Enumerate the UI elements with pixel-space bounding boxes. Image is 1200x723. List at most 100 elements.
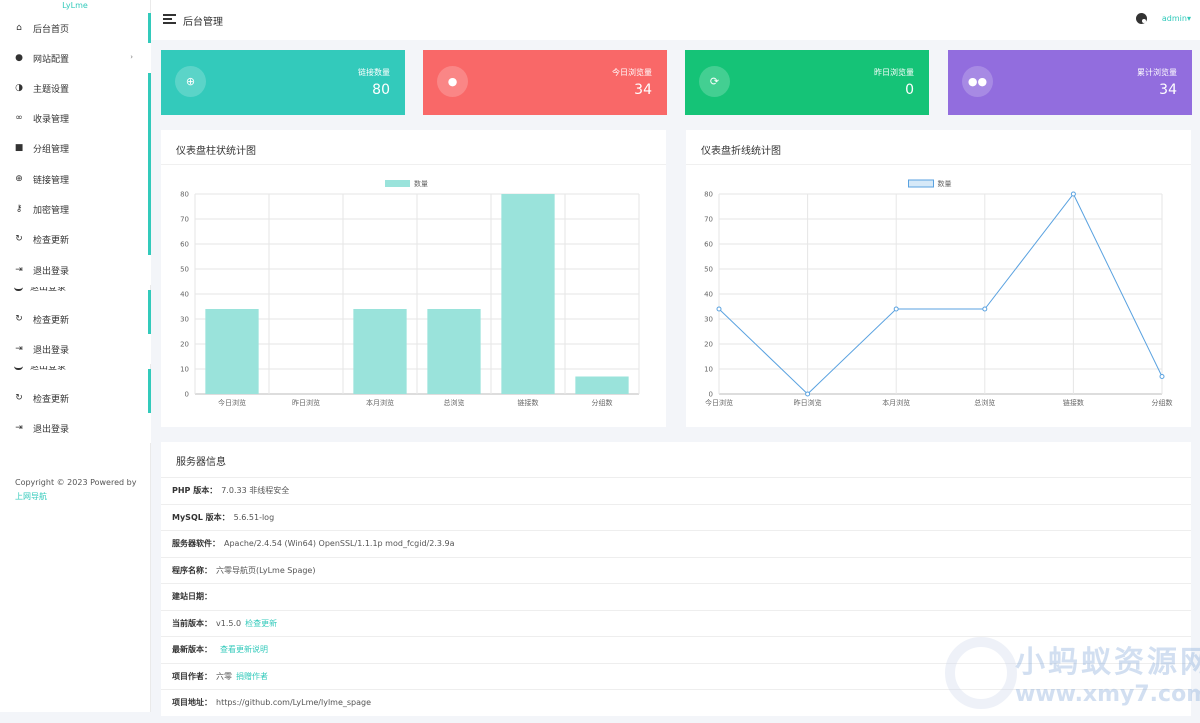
- globe-icon: ⊕: [15, 174, 23, 184]
- line-chart-panel: 仪表盘折线统计图 0 10 20 30 40 50 60 70 80 今日浏览 昨日浏览 本月浏览 总浏…: [686, 130, 1191, 427]
- users-icon: ●●: [962, 66, 993, 97]
- sidebar-item-label: 退出登录: [33, 345, 70, 356]
- active-indicator: [148, 13, 151, 43]
- info-link[interactable]: 查看更新说明: [220, 645, 268, 654]
- x-tick-label: 链接数: [1063, 398, 1084, 407]
- series-line: [718, 193, 1163, 395]
- logout-icon: ⇥: [15, 265, 23, 275]
- y-tick-label: 0: [709, 391, 713, 399]
- page-title: 后台管理: [183, 17, 223, 28]
- x-tick-label: 总浏览: [974, 398, 995, 407]
- logout-icon: ⇥: [15, 344, 23, 354]
- data-point: [1159, 374, 1165, 379]
- ghost-menu-label: 退出登录: [30, 366, 67, 372]
- y-tick-label: 10: [180, 366, 189, 374]
- info-key: MySQL 版本：: [172, 512, 230, 522]
- sidebar-item-check-update[interactable]: ↻ 检查更新: [0, 224, 151, 254]
- y-tick-label: 60: [704, 241, 713, 249]
- y-tick-label: 40: [180, 291, 189, 299]
- refresh-icon: ↻: [15, 393, 23, 403]
- chevron-right-icon: ›: [130, 53, 133, 61]
- menu-toggle-icon[interactable]: [163, 14, 176, 24]
- brand-logo[interactable]: LyLme: [62, 1, 88, 10]
- info-value: https://github.com/LyLme/lylme_spage: [216, 698, 372, 707]
- sidebar-item-check-update-dup[interactable]: ↻ 检查更新: [0, 304, 151, 334]
- copyright-link[interactable]: 上网导航: [15, 492, 47, 501]
- data-point: [982, 306, 988, 312]
- legend-swatch: [908, 179, 934, 188]
- top-header: 后台管理 admin▾: [151, 0, 1200, 40]
- panel-title: 服务器信息: [176, 457, 226, 468]
- sidebar-item-links[interactable]: ⊕ 链接管理: [0, 164, 151, 194]
- sidebar: LyLme ⌂ 后台首页 ● 网站配置 › ◑ 主题设置 ∞ 收录管理 ■ 分组…: [0, 0, 151, 723]
- info-link[interactable]: 捐赠作者: [236, 671, 268, 681]
- legend-swatch: [385, 180, 410, 187]
- sidebar-item-logout-dup2[interactable]: ⇥ 退出登录: [0, 413, 151, 443]
- stat-card-total-views: ●● 累计浏览量 34: [948, 50, 1192, 115]
- bar-chart-panel: 仪表盘柱状统计图 0 10 20 30 40 50 60 70 80 今日浏览 昨日浏览 本月浏览 总浏…: [161, 130, 666, 427]
- sidebar-item-groups[interactable]: ■ 分组管理: [0, 133, 151, 163]
- sidebar-item-label: 分组管理: [33, 144, 70, 155]
- x-tick-label: 今日浏览: [705, 398, 733, 407]
- info-value: 5.6.51-log: [233, 512, 275, 522]
- stat-label: 累计浏览量: [1137, 68, 1177, 77]
- info-value: 7.0.33 非线程安全: [221, 486, 290, 495]
- stat-label: 链接数量: [358, 68, 390, 77]
- x-tick-label: 昨日浏览: [292, 398, 320, 407]
- sidebar-item-site-config[interactable]: ● 网站配置 ›: [0, 43, 151, 73]
- info-row: 服务器软件： Apache/2.4.54 (Win64) OpenSSL/1.1.…: [161, 530, 1191, 556]
- sidebar-item-logout[interactable]: ⇥ 退出登录: [0, 255, 151, 285]
- logout-icon: [14, 287, 23, 291]
- copyright: Copyright © 2023 Powered by 上网导航: [15, 476, 145, 504]
- user-menu[interactable]: admin▾: [1161, 14, 1191, 23]
- sidebar-item-encryption[interactable]: ⚷ 加密管理: [0, 194, 151, 224]
- bar: [427, 309, 481, 394]
- info-key: 当前版本：: [172, 618, 212, 628]
- y-tick-label: 30: [704, 316, 713, 324]
- x-tick-label: 链接数: [518, 398, 539, 407]
- theme-palette-icon[interactable]: [1136, 13, 1147, 24]
- info-row: PHP 版本： 7.0.33 非线程安全: [161, 477, 1191, 503]
- sidebar-item-theme[interactable]: ◑ 主题设置: [0, 73, 151, 103]
- info-key: PHP 版本：: [172, 486, 218, 495]
- key-icon: ⚷: [15, 204, 23, 214]
- y-tick-label: 80: [704, 191, 713, 199]
- info-link[interactable]: 检查更新: [245, 618, 278, 628]
- refresh-icon: ↻: [15, 314, 23, 324]
- logout-icon: ⇥: [15, 423, 23, 433]
- legend-label: 数量: [414, 179, 428, 188]
- legend: 数量: [908, 179, 952, 188]
- bar: [353, 309, 407, 394]
- sidebar-item-label: 检查更新: [33, 235, 70, 246]
- y-tick-label: 20: [180, 341, 189, 349]
- y-tick-label: 80: [180, 191, 189, 199]
- info-key: 最新版本：: [172, 645, 212, 654]
- active-indicator: [148, 290, 151, 334]
- line-chart: 0 10 20 30 40 50 60 70 80 今日浏览 昨日浏览 本月浏览 总浏览 链接数 分组数 数量: [704, 179, 1172, 407]
- data-point: [893, 306, 899, 312]
- stat-value: 34: [634, 82, 652, 98]
- sidebar-item-label: 退出登录: [33, 266, 70, 277]
- sidebar-item-label: 检查更新: [33, 315, 70, 326]
- bar: [575, 376, 629, 394]
- sidebar-item-check-update-dup2[interactable]: ↻ 检查更新: [0, 383, 151, 413]
- contrast-icon: ◑: [15, 83, 23, 93]
- info-row: 最新版本： 查看更新说明: [161, 636, 1191, 662]
- divider: [686, 164, 1191, 165]
- sidebar-item-submissions[interactable]: ∞ 收录管理: [0, 103, 151, 133]
- sidebar-item-label: 检查更新: [33, 394, 70, 405]
- copyright-text: Copyright © 2023 Powered by: [15, 478, 137, 487]
- sidebar-item-label: 链接管理: [33, 175, 70, 186]
- globe-icon: ⊕: [175, 66, 206, 97]
- legend-label: 数量: [938, 179, 952, 188]
- x-tick-label: 分组数: [592, 398, 613, 407]
- ghost-menu-label: 退出登录: [30, 287, 67, 293]
- info-key: 项目地址：: [172, 698, 212, 707]
- sidebar-item-dashboard[interactable]: ⌂ 后台首页: [0, 13, 151, 43]
- stat-value: 80: [372, 82, 390, 98]
- info-key: 建站日期：: [172, 592, 212, 601]
- info-row: 程序名称： 六零导航页(LyLme Spage): [161, 556, 1191, 583]
- panel-title: 仪表盘折线统计图: [701, 146, 781, 157]
- palette-icon: ●: [15, 53, 23, 63]
- sidebar-item-logout-dup[interactable]: ⇥ 退出登录: [0, 334, 151, 364]
